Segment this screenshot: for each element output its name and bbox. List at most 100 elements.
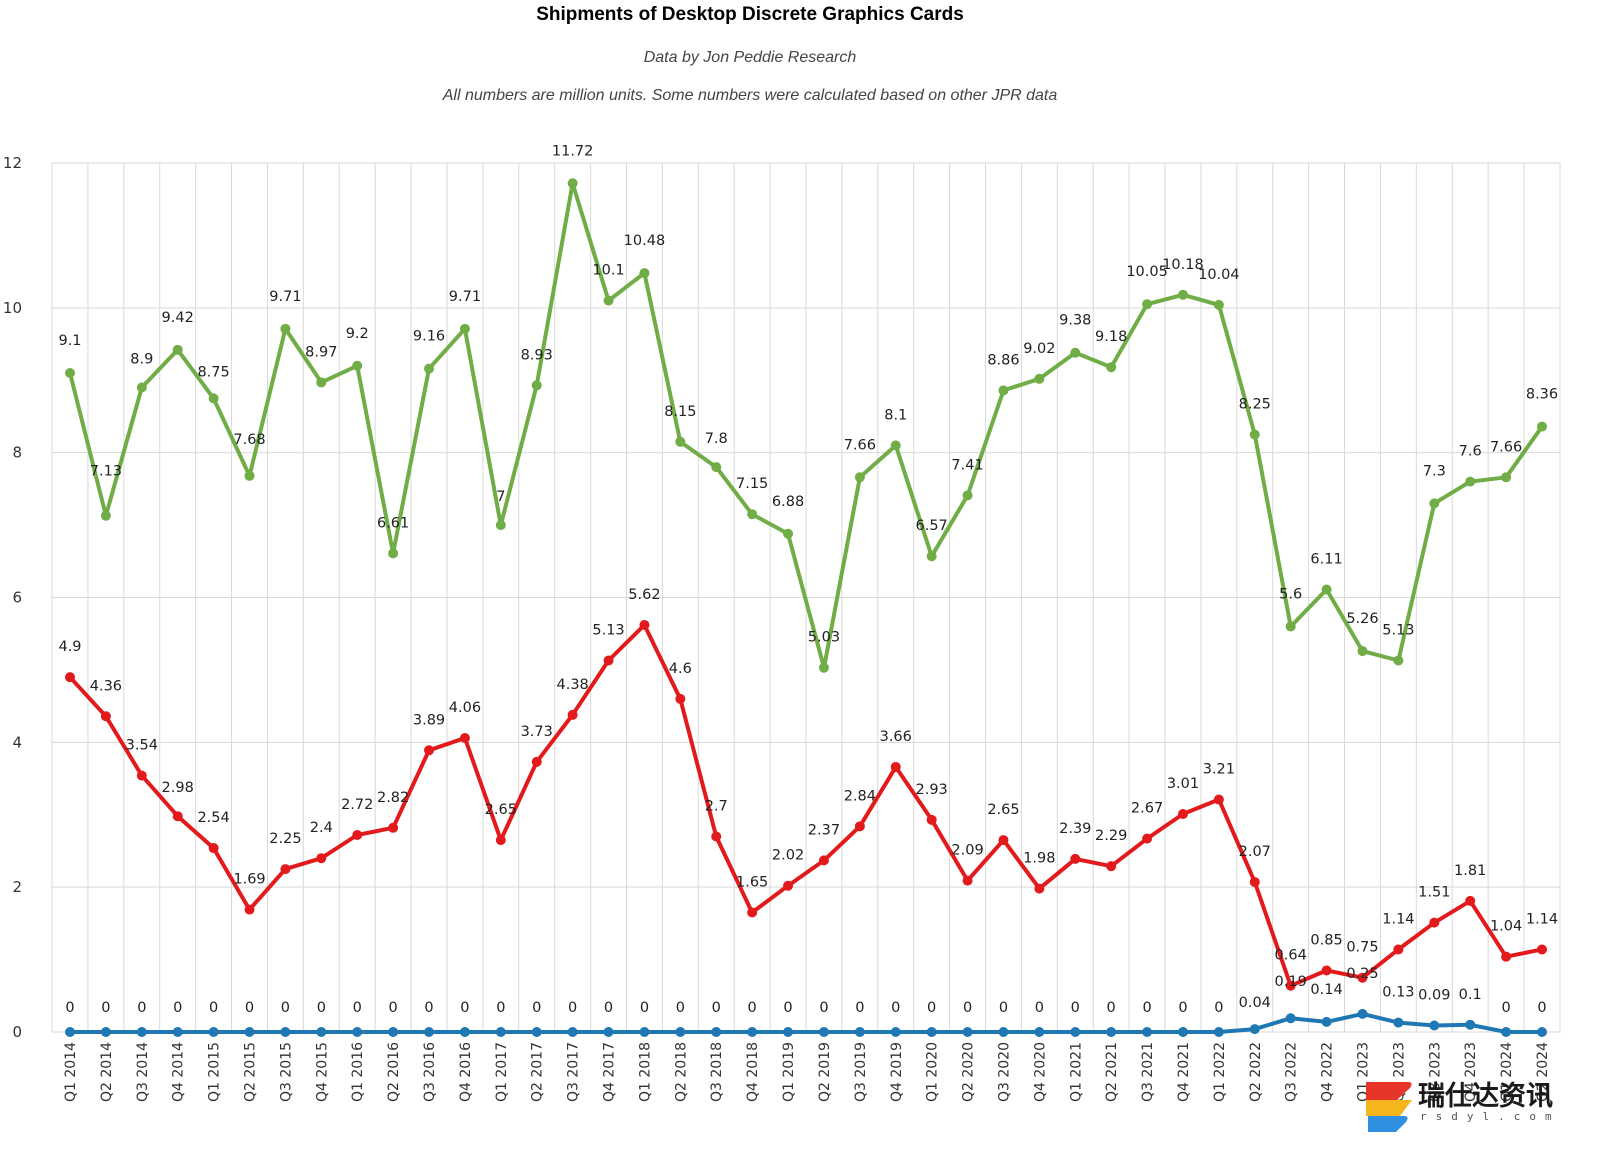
data-label: 1.81 — [1454, 863, 1486, 879]
data-label: 0 — [640, 1000, 649, 1016]
data-point — [711, 831, 722, 842]
data-label: 1.14 — [1526, 911, 1558, 927]
watermark-logo-icon — [1366, 1082, 1412, 1132]
data-label: 10.05 — [1126, 264, 1168, 280]
data-label: 0 — [1501, 1000, 1510, 1016]
data-point — [65, 672, 75, 683]
data-label: 0.64 — [1275, 948, 1307, 964]
data-point — [459, 732, 470, 743]
data-label: 7.66 — [1490, 439, 1522, 455]
data-label: 2.02 — [772, 848, 804, 864]
data-label: 3.73 — [521, 724, 553, 740]
data-label: 4.6 — [669, 661, 692, 677]
data-point — [1177, 809, 1188, 820]
data-point — [639, 620, 650, 631]
data-point — [352, 360, 363, 371]
data-point — [1142, 299, 1153, 310]
x-tick-label: Q4 2021 — [1176, 1042, 1192, 1102]
data-label: 3.89 — [413, 712, 445, 728]
data-point — [962, 1027, 973, 1037]
x-tick-label: Q1 2020 — [925, 1042, 941, 1102]
data-point — [424, 363, 435, 374]
data-point — [208, 843, 219, 854]
data-label: 0.1 — [1459, 987, 1482, 1003]
data-point — [998, 385, 1009, 396]
x-tick-label: Q3 2020 — [996, 1042, 1012, 1102]
data-label: 9.42 — [162, 310, 194, 326]
data-point — [639, 268, 650, 279]
data-label: 0 — [963, 1000, 972, 1016]
data-point — [352, 830, 363, 841]
data-label: 2.29 — [1095, 828, 1127, 844]
data-point — [65, 1027, 75, 1037]
data-label: 6.61 — [377, 515, 409, 531]
data-label: 4.9 — [58, 639, 81, 655]
data-point — [962, 490, 973, 501]
data-point — [1465, 895, 1476, 906]
data-point — [1249, 429, 1260, 440]
data-point — [926, 814, 937, 825]
data-point — [1106, 861, 1117, 872]
data-point — [424, 1027, 435, 1037]
data-point — [890, 761, 901, 772]
data-label: 1.69 — [233, 872, 265, 888]
data-point — [1285, 1013, 1296, 1024]
data-label: 1.04 — [1490, 919, 1522, 935]
data-label: 0.09 — [1418, 987, 1450, 1003]
data-point — [495, 520, 506, 531]
data-point — [1070, 347, 1081, 358]
data-label: 0 — [1214, 1000, 1223, 1016]
data-point — [1537, 944, 1547, 955]
data-label: 0 — [676, 1000, 685, 1016]
data-point — [1501, 1027, 1512, 1037]
data-point — [280, 1027, 291, 1037]
data-label: 2.93 — [916, 782, 948, 798]
data-point — [388, 1027, 399, 1037]
data-point — [316, 853, 327, 864]
data-point — [495, 1027, 506, 1037]
data-point — [352, 1027, 363, 1037]
data-point — [675, 693, 686, 704]
data-label: 0 — [245, 1000, 254, 1016]
data-label: 5.13 — [1382, 623, 1414, 639]
data-label: 5.13 — [592, 623, 624, 639]
data-label: 0 — [101, 1000, 110, 1016]
data-label: 0 — [532, 1000, 541, 1016]
data-point — [244, 1027, 255, 1037]
x-tick-label: Q3 2018 — [709, 1042, 725, 1102]
data-point — [172, 1027, 183, 1037]
grid-layer — [51, 162, 1561, 1033]
data-label: 4.06 — [449, 700, 481, 716]
data-point — [1213, 299, 1224, 310]
data-point — [854, 821, 865, 832]
data-point — [459, 1027, 470, 1037]
x-tick-label: Q1 2024 — [1499, 1042, 1515, 1102]
data-label: 9.38 — [1059, 313, 1091, 329]
data-label: 3.21 — [1203, 762, 1235, 778]
data-label: 0.85 — [1310, 932, 1342, 948]
data-label: 3.01 — [1167, 776, 1199, 792]
data-label: 0 — [137, 1000, 146, 1016]
data-point — [1465, 1019, 1476, 1030]
data-label: 0 — [460, 1000, 469, 1016]
x-tick-label: Q4 2023 — [1463, 1042, 1479, 1102]
data-point — [567, 709, 578, 720]
data-point — [1177, 1027, 1188, 1037]
data-point — [711, 462, 722, 473]
data-point — [136, 770, 147, 781]
data-label: 8.36 — [1526, 387, 1558, 403]
x-tick-label: Q1 2014 — [63, 1042, 79, 1102]
data-point — [1213, 1027, 1224, 1037]
data-point — [890, 1027, 901, 1037]
y-tick-label: 10 — [3, 299, 22, 317]
data-label: 8.93 — [521, 347, 553, 363]
data-point — [459, 323, 470, 334]
data-point — [100, 711, 111, 722]
data-point — [316, 377, 327, 388]
y-tick-label: 0 — [12, 1023, 22, 1041]
x-tick-label: Q4 2022 — [1320, 1042, 1336, 1102]
data-label: 6.11 — [1310, 552, 1342, 568]
data-label: 0 — [819, 1000, 828, 1016]
data-point — [1285, 621, 1296, 632]
series-line — [68, 1011, 1544, 1034]
